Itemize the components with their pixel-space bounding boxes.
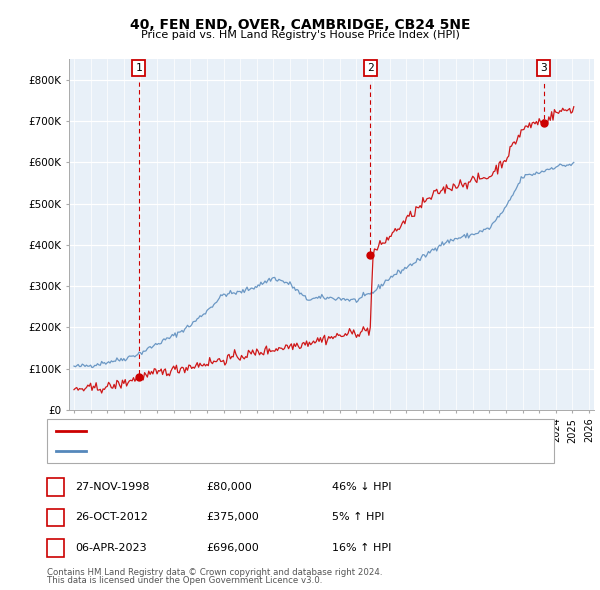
Text: 46% ↓ HPI: 46% ↓ HPI: [332, 482, 391, 491]
Text: Price paid vs. HM Land Registry's House Price Index (HPI): Price paid vs. HM Land Registry's House …: [140, 30, 460, 40]
Text: 3: 3: [540, 63, 547, 73]
Text: 27-NOV-1998: 27-NOV-1998: [76, 482, 150, 491]
Text: 26-OCT-2012: 26-OCT-2012: [76, 513, 148, 522]
Text: HPI: Average price, detached house, South Cambridgeshire: HPI: Average price, detached house, Sout…: [90, 446, 400, 455]
Text: 06-APR-2023: 06-APR-2023: [76, 543, 147, 553]
Text: 5% ↑ HPI: 5% ↑ HPI: [332, 513, 384, 522]
Text: This data is licensed under the Open Government Licence v3.0.: This data is licensed under the Open Gov…: [47, 576, 322, 585]
Text: £375,000: £375,000: [206, 513, 259, 522]
Text: 1: 1: [136, 63, 142, 73]
Text: 1: 1: [52, 482, 59, 491]
Text: 40, FEN END, OVER, CAMBRIDGE, CB24 5NE: 40, FEN END, OVER, CAMBRIDGE, CB24 5NE: [130, 18, 470, 32]
Text: 2: 2: [52, 513, 59, 522]
Text: 16% ↑ HPI: 16% ↑ HPI: [332, 543, 391, 553]
Text: £696,000: £696,000: [206, 543, 259, 553]
Text: Contains HM Land Registry data © Crown copyright and database right 2024.: Contains HM Land Registry data © Crown c…: [47, 568, 382, 577]
Text: £80,000: £80,000: [206, 482, 251, 491]
Text: 3: 3: [52, 543, 59, 553]
Text: 2: 2: [367, 63, 374, 73]
Text: 40, FEN END, OVER, CAMBRIDGE, CB24 5NE (detached house): 40, FEN END, OVER, CAMBRIDGE, CB24 5NE (…: [90, 427, 414, 436]
